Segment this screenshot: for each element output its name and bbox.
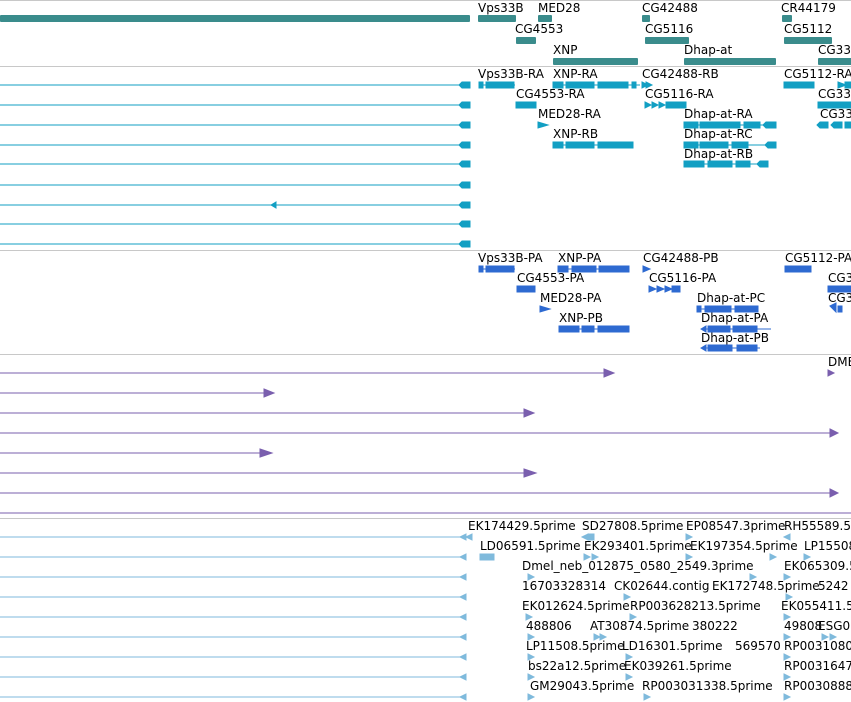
est-label[interactable]: 49808 xyxy=(784,619,823,633)
gene-bar[interactable] xyxy=(478,15,516,22)
cds-label[interactable]: CG4553-PA xyxy=(517,271,585,285)
gene-label[interactable]: CG33 xyxy=(818,43,851,57)
track-divider xyxy=(0,66,851,67)
est-label[interactable]: RP003628213.5prime xyxy=(630,599,761,613)
track-divider xyxy=(0,518,851,519)
gene-label[interactable]: Dhap-at xyxy=(684,43,733,57)
cds-label[interactable]: CG3 xyxy=(828,291,851,305)
cds-label[interactable]: Dhap-at-PC xyxy=(697,291,766,305)
gene-label[interactable]: CG42488 xyxy=(642,1,698,15)
est-label[interactable]: RP0031647 xyxy=(784,659,851,673)
est-structures[interactable] xyxy=(0,518,851,702)
est-label[interactable]: ESG0 xyxy=(818,619,851,633)
est-label[interactable]: CK02644.contig xyxy=(614,579,710,593)
gene-track: Vps33B MED28 CG42488 CR44179 CG4553 CG51… xyxy=(0,0,851,66)
gene-label[interactable]: CG5116 xyxy=(645,22,694,36)
est-label[interactable]: RH55589.5 xyxy=(784,519,851,533)
transcript-label[interactable]: Dhap-at-RB xyxy=(684,147,754,161)
gene-bar[interactable] xyxy=(0,15,470,22)
est-label[interactable]: RP003031338.5prime xyxy=(642,679,773,693)
gene-bar[interactable] xyxy=(642,15,650,22)
cds-label[interactable]: CG3 xyxy=(828,271,851,285)
gene-bar[interactable] xyxy=(516,37,536,44)
transcript-label[interactable]: XNP-RB xyxy=(553,127,599,141)
transcript-label[interactable]: XNP-RA xyxy=(553,67,598,81)
est-label[interactable]: 380222 xyxy=(692,619,738,633)
cds-label[interactable]: CG42488-PB xyxy=(643,251,719,265)
gene-bar[interactable] xyxy=(782,15,792,22)
transcript-label[interactable]: CG42488-RB xyxy=(642,67,719,81)
est-label[interactable]: SD27808.5prime xyxy=(582,519,684,533)
transcript-label[interactable]: CG33 xyxy=(818,87,851,101)
cds-label[interactable]: XNP-PB xyxy=(559,311,603,325)
transcript-structures[interactable] xyxy=(0,66,851,250)
est-label[interactable]: GM29043.5prime xyxy=(530,679,635,693)
est-label[interactable]: EK065309.5 xyxy=(784,559,851,573)
est-label[interactable]: EK039261.5prime xyxy=(624,659,732,673)
est-label[interactable]: LP11508.5prime xyxy=(526,639,625,653)
gene-label[interactable]: MED28 xyxy=(538,1,581,15)
cds-label[interactable]: Vps33B-PA xyxy=(478,251,543,265)
transcript-label[interactable]: Dhap-at-RC xyxy=(684,127,753,141)
transcript-label[interactable]: CG5116-RA xyxy=(645,87,714,101)
est-track: EK174429.5prime SD27808.5prime EP08547.3… xyxy=(0,518,851,702)
gene-label[interactable]: XNP xyxy=(553,43,578,57)
est-label[interactable]: EK012624.5prime xyxy=(522,599,630,613)
est-label[interactable]: 16703328314 xyxy=(522,579,606,593)
est-label[interactable]: 488806 xyxy=(526,619,572,633)
est-label[interactable]: RP0030888 xyxy=(784,679,851,693)
cds-structures[interactable] xyxy=(0,250,851,354)
est-label[interactable]: EK197354.5prime xyxy=(690,539,798,553)
cds-label[interactable]: XNP-PA xyxy=(558,251,602,265)
est-label[interactable]: LP15508 xyxy=(804,539,851,553)
cds-label[interactable]: CG5112-PA xyxy=(785,251,851,265)
transcript-label[interactable]: CG5112-RA xyxy=(784,67,851,81)
est-label[interactable]: AT30874.5prime xyxy=(590,619,690,633)
gene-label[interactable]: Vps33B xyxy=(478,1,524,15)
transcript-label[interactable]: Dhap-at-RA xyxy=(684,107,753,121)
gene-bar[interactable] xyxy=(684,58,776,65)
gene-label[interactable]: CR44179 xyxy=(781,1,836,15)
est-label[interactable]: EK172748.5prime xyxy=(712,579,820,593)
track-divider xyxy=(0,354,851,355)
gene-label[interactable]: CG4553 xyxy=(515,22,564,36)
transcript-label[interactable]: MED28-RA xyxy=(538,107,601,121)
est-label[interactable]: Dmel_neb_012875_0580_2549.3prime xyxy=(522,559,754,573)
transcript-label[interactable]: CG4553-RA xyxy=(516,87,585,101)
est-label[interactable]: EK174429.5prime xyxy=(468,519,576,533)
est-label[interactable]: EK055411.5 xyxy=(781,599,851,613)
est-label[interactable]: LD06591.5prime xyxy=(480,539,581,553)
gene-bar[interactable] xyxy=(553,58,638,65)
transcript-track: Vps33B-RA XNP-RA CG42488-RB CG5112-RA CG… xyxy=(0,66,851,250)
gene-label[interactable]: CG5112 xyxy=(784,22,833,36)
est-label[interactable]: RP0031080 xyxy=(784,639,851,653)
transcript-label[interactable]: CG33 xyxy=(820,107,851,121)
cds-label[interactable]: MED28-PA xyxy=(540,291,602,305)
gene-bar[interactable] xyxy=(784,37,832,44)
gene-bar[interactable] xyxy=(538,15,552,22)
cds-label[interactable]: CG5116-PA xyxy=(649,271,717,285)
est-label[interactable]: bs22a12.5prime xyxy=(528,659,627,673)
cds-track: Vps33B-PA XNP-PA CG42488-PB CG5112-PA CG… xyxy=(0,250,851,354)
est-label[interactable]: 5242 xyxy=(818,579,849,593)
est-label[interactable]: EP08547.3prime xyxy=(686,519,786,533)
transcript-label[interactable]: Vps33B-RA xyxy=(478,67,544,81)
cds-label[interactable]: Dhap-at-PB xyxy=(701,331,770,345)
alignment-track: DMEL xyxy=(0,354,851,518)
est-label[interactable]: 569570 xyxy=(735,639,781,653)
est-label[interactable]: LD16301.5prime xyxy=(622,639,723,653)
gene-bar[interactable] xyxy=(818,58,851,65)
alignment-structures[interactable] xyxy=(0,354,851,518)
cds-label[interactable]: Dhap-at-PA xyxy=(701,311,769,325)
gene-bar[interactable] xyxy=(645,37,689,44)
alignment-label[interactable]: DMEL xyxy=(828,355,851,369)
est-label[interactable]: EK293401.5prime xyxy=(584,539,692,553)
track-divider xyxy=(0,0,851,1)
track-divider xyxy=(0,250,851,251)
